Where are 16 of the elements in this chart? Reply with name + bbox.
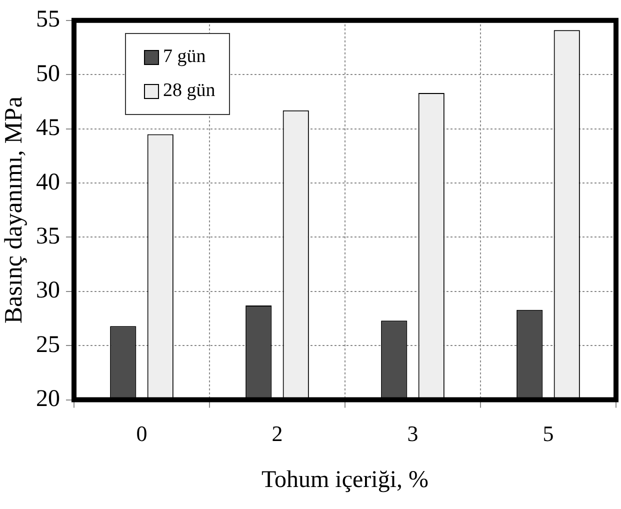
x-tick-label: 5 [542, 420, 554, 446]
y-tick-label: 20 [36, 386, 60, 412]
y-tick-label: 30 [36, 278, 60, 304]
y-tick-label: 25 [36, 332, 60, 358]
y-tick-label: 35 [36, 223, 60, 250]
y-tick-label: 45 [36, 115, 60, 142]
x-tick-label: 3 [407, 420, 418, 446]
y-tick-label: 40 [36, 169, 60, 196]
legend-label: 7 gün [163, 46, 206, 68]
y-tick-label: 55 [36, 6, 60, 33]
x-axis-title: Tohum içeriği, % [262, 466, 428, 493]
y-axis-title: Basınç dayanımı, MPa [0, 96, 28, 324]
x-tick-label: 0 [136, 420, 148, 446]
y-tick-label: 50 [36, 60, 60, 87]
legend-label: 28 gün [163, 80, 216, 102]
x-tick-label: 2 [272, 420, 283, 446]
